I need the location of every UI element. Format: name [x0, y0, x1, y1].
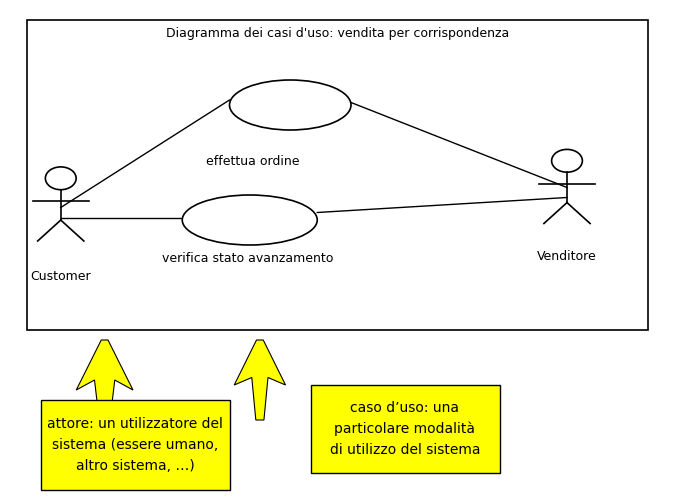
Circle shape [45, 167, 76, 190]
FancyBboxPatch shape [310, 385, 500, 472]
Text: effettua ordine: effettua ordine [206, 155, 300, 168]
Text: Customer: Customer [30, 270, 91, 283]
Text: verifica stato avanzamento: verifica stato avanzamento [162, 252, 333, 266]
Ellipse shape [182, 195, 317, 245]
FancyBboxPatch shape [27, 20, 648, 330]
Ellipse shape [230, 80, 351, 130]
Text: Venditore: Venditore [537, 250, 597, 263]
FancyBboxPatch shape [40, 400, 230, 490]
Text: caso d’uso: una
particolare modalità
di utilizzo del sistema: caso d’uso: una particolare modalità di … [330, 401, 480, 457]
Text: attore: un utilizzatore del
sistema (essere umano,
altro sistema, …): attore: un utilizzatore del sistema (ess… [47, 418, 223, 472]
Circle shape [551, 150, 583, 172]
Polygon shape [234, 340, 286, 420]
Polygon shape [76, 340, 133, 420]
Text: Diagramma dei casi d'uso: vendita per corrispondenza: Diagramma dei casi d'uso: vendita per co… [166, 28, 509, 40]
